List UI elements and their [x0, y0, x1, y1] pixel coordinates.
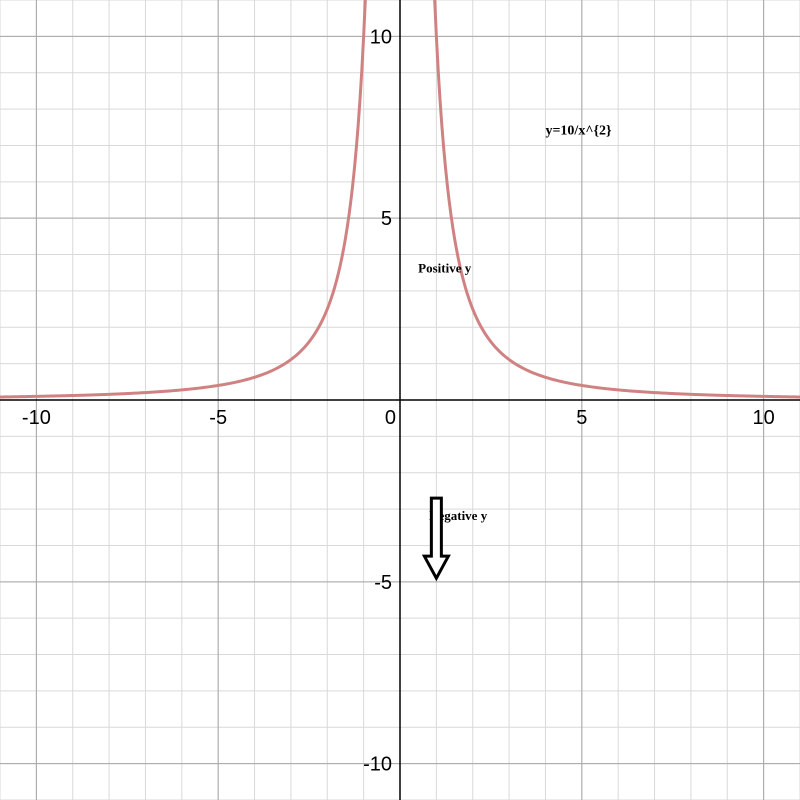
x-tick-label: 0 [385, 407, 396, 429]
chart-container: -10-50510-10-5510y=10/x^{2}Positive yNeg… [0, 0, 800, 800]
equation-label: y=10/x^{2} [545, 124, 612, 139]
chart-svg: -10-50510-10-5510y=10/x^{2}Positive yNeg… [0, 0, 800, 800]
x-tick-label: -10 [22, 407, 51, 429]
y-tick-label: -10 [363, 754, 392, 776]
x-tick-label: 5 [576, 407, 587, 429]
y-tick-label: 5 [381, 208, 392, 230]
y-tick-label: -5 [374, 572, 392, 594]
y-tick-label: 10 [370, 26, 392, 48]
x-tick-label: 10 [753, 407, 775, 429]
positive-y-label: Positive y [418, 261, 472, 276]
x-tick-label: -5 [209, 407, 227, 429]
